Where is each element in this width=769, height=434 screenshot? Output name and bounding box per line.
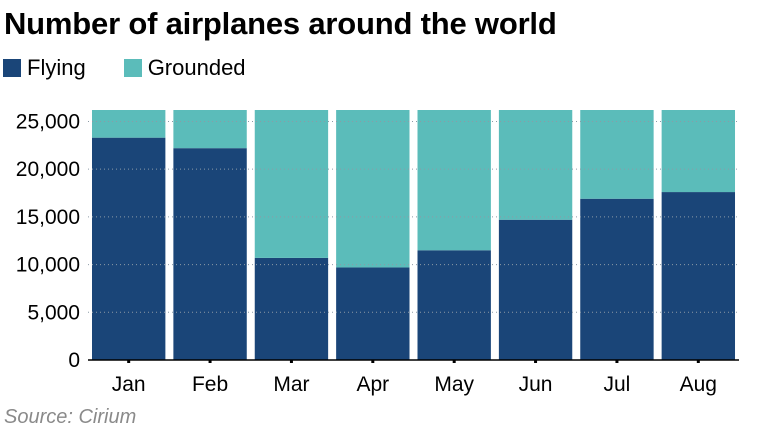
legend-label-flying: Flying xyxy=(27,55,86,80)
bar-flying-jun xyxy=(498,219,573,360)
x-tick-label-jan: Jan xyxy=(112,373,146,396)
x-tick-label-may: May xyxy=(434,373,474,396)
source-note: Source: Cirium xyxy=(4,406,137,428)
y-tick-label: 20,000 xyxy=(16,158,80,181)
legend-item-grounded: Grounded xyxy=(123,55,246,81)
bar-flying-jan xyxy=(92,137,166,360)
x-tick-label-apr: Apr xyxy=(356,373,389,396)
bar-grounded-apr xyxy=(336,110,410,268)
legend: Flying Grounded xyxy=(3,55,284,81)
bar-flying-aug xyxy=(661,192,736,360)
bar-flying-feb xyxy=(173,148,247,360)
y-tick-label: 0 xyxy=(68,349,80,372)
legend-label-grounded: Grounded xyxy=(147,55,246,80)
y-tick-label: 10,000 xyxy=(16,254,80,277)
y-tick-label: 25,000 xyxy=(16,110,80,133)
bar-grounded-jul xyxy=(580,110,654,199)
x-tick-label-feb: Feb xyxy=(192,373,228,396)
bar-grounded-may xyxy=(417,110,491,251)
legend-swatch-grounded xyxy=(123,59,142,77)
x-tick-label-jun: Jun xyxy=(519,373,553,396)
y-tick-label: 15,000 xyxy=(16,206,80,229)
bar-flying-apr xyxy=(336,267,410,360)
bar-grounded-aug xyxy=(661,110,736,193)
bar-flying-jul xyxy=(580,198,654,360)
y-tick-label: 5,000 xyxy=(27,301,80,324)
bar-grounded-jun xyxy=(498,110,573,220)
bar-flying-may xyxy=(417,250,491,360)
legend-item-flying: Flying xyxy=(3,55,86,81)
bar-grounded-mar xyxy=(254,110,329,258)
bar-grounded-jan xyxy=(92,110,166,138)
x-tick-label-jul: Jul xyxy=(604,373,631,396)
bar-grounded-feb xyxy=(173,110,247,149)
chart-title: Number of airplanes around the world xyxy=(4,6,557,41)
x-tick-label-aug: Aug xyxy=(680,373,717,396)
legend-swatch-flying xyxy=(3,59,21,77)
bar-flying-mar xyxy=(254,257,329,360)
x-tick-label-mar: Mar xyxy=(273,373,309,396)
